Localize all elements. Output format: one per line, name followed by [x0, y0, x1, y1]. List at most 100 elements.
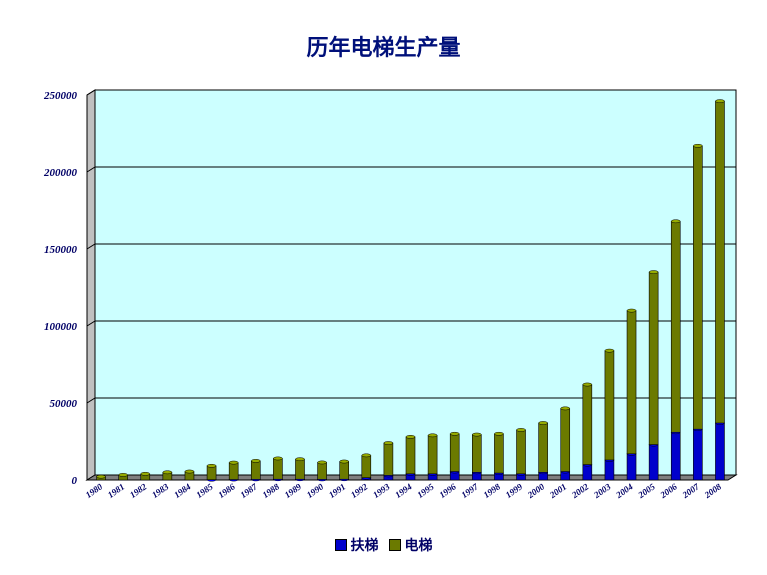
bar-cap [449, 431, 460, 436]
bar-segment [339, 459, 349, 480]
bar-face [670, 220, 681, 433]
y-tick-label: 50000 [50, 398, 78, 410]
legend-swatch [388, 539, 401, 551]
bar-segment [604, 348, 615, 461]
bar-segment [273, 456, 283, 480]
bar-segment [140, 471, 151, 481]
bar-segment [206, 463, 217, 480]
x-tick-label: 2005 [635, 481, 657, 500]
bar-cap [228, 460, 239, 465]
bar-face [361, 455, 372, 478]
bar-face [604, 350, 615, 461]
legend-item: 电梯 [388, 535, 433, 555]
bar-face [670, 431, 681, 481]
x-tick-label: 1998 [482, 481, 503, 500]
bar-segment [250, 459, 261, 480]
x-tick-label: 1987 [238, 481, 259, 500]
bar-cap [273, 456, 283, 461]
bar-cap [538, 421, 548, 425]
bar-cap [670, 219, 681, 224]
bar-segment [582, 382, 593, 465]
gridline [86, 89, 736, 96]
x-tick-label: 2002 [569, 481, 591, 500]
x-tick-label: 1995 [415, 481, 436, 500]
bar-segment [405, 435, 416, 475]
chart-title: 历年电梯生产量 [306, 36, 461, 61]
bar-face [449, 433, 460, 472]
bar-cap [560, 406, 570, 411]
x-tick-label: 2007 [680, 481, 702, 500]
x-tick-label: 1996 [437, 481, 458, 500]
bar-segment [626, 308, 637, 455]
bar-segment [162, 470, 173, 481]
x-tick-label: 2006 [658, 481, 680, 500]
gridlines [86, 89, 736, 404]
bar-cap [648, 270, 659, 274]
bar-face [317, 462, 327, 480]
bar-face [715, 100, 725, 424]
bar-segment [449, 431, 460, 472]
gridline [86, 243, 736, 250]
x-tick-label: 2000 [525, 481, 547, 500]
plot-background [85, 89, 738, 481]
legend: 扶梯 电梯 [0, 535, 767, 555]
x-tick-label: 2008 [702, 481, 724, 500]
x-tick-label: 1992 [349, 481, 370, 500]
bar-cap [184, 469, 195, 474]
x-tick-label: 1986 [216, 481, 237, 500]
bar-cap [472, 432, 482, 437]
bar-segment [516, 428, 526, 475]
bar-segment [427, 433, 438, 475]
bar-cap [339, 459, 349, 464]
bar-cap [140, 471, 151, 476]
bar-segment [295, 457, 305, 480]
legend-label: 电梯 [404, 538, 433, 554]
bar-face [648, 271, 659, 445]
bar-cap [206, 463, 217, 468]
bar-segment [538, 421, 548, 473]
bar-face [648, 444, 659, 481]
bar-segment [96, 474, 106, 481]
gridline [86, 166, 736, 173]
bar-face [228, 462, 239, 480]
y-tick-label: 200000 [43, 167, 78, 179]
bar-cap [162, 470, 173, 475]
y-tick-label: 0 [72, 475, 78, 487]
x-tick-label: 1997 [459, 481, 480, 500]
bar-cap [317, 460, 327, 465]
x-tick-label: 1990 [305, 481, 326, 500]
legend-label: 扶梯 [350, 538, 379, 554]
bar-cap [118, 473, 128, 477]
bar-segment [693, 143, 703, 430]
bar-segment [383, 441, 394, 476]
bar-segment [648, 442, 659, 481]
bar-segment [715, 421, 725, 481]
x-tick-label: 1985 [194, 481, 215, 500]
plot-side-wall [86, 89, 96, 481]
x-tick-label: 1994 [393, 481, 414, 500]
bar-segment [604, 458, 615, 481]
gridline [86, 320, 736, 327]
bar-cap [626, 308, 637, 313]
x-tick-label: 1999 [504, 481, 525, 500]
bar-face [427, 435, 438, 475]
bar-cap [361, 453, 372, 458]
plot-wall [94, 89, 737, 476]
bar-cap [604, 348, 615, 353]
bar-segment [582, 462, 593, 481]
bar-face [383, 442, 394, 476]
bar-segment [118, 473, 128, 481]
y-tick-label: 100000 [44, 321, 78, 333]
bar-face [405, 436, 416, 475]
bar-segment [472, 432, 482, 473]
bar-face [693, 145, 703, 430]
bar-cap [494, 431, 504, 436]
bar-cap [295, 457, 305, 462]
x-tick-label: 1980 [84, 481, 105, 500]
bar-segment [670, 219, 681, 433]
bar-segment [184, 469, 195, 481]
x-tick-label: 2004 [613, 481, 635, 500]
bar-face [295, 458, 305, 480]
x-tick-label: 2001 [547, 481, 568, 500]
